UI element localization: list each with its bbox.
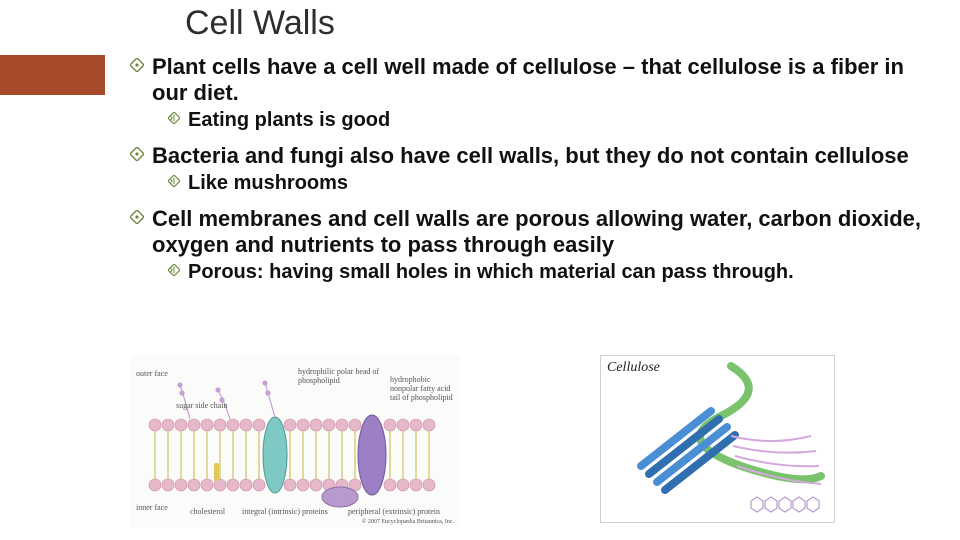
membrane-diagram: outer face inner face sugar side chain h… <box>130 355 460 527</box>
bullet-text: Plant cells have a cell well made of cel… <box>152 54 930 106</box>
label-chol: cholesterol <box>190 507 225 516</box>
image-row: outer face inner face sugar side chain h… <box>130 355 835 527</box>
bullet-level2: Porous: having small holes in which mate… <box>130 260 930 285</box>
diamond-bullet-icon <box>130 210 144 224</box>
label-outer-face: outer face <box>136 369 168 378</box>
diamond-bullet-icon <box>130 147 144 161</box>
diamond-bullet-icon <box>130 58 144 72</box>
diamond-bullet-icon <box>168 175 180 187</box>
label-inner-face: inner face <box>136 503 168 512</box>
bullet-text: Eating plants is good <box>188 108 390 133</box>
bullet-text: Bacteria and fungi also have cell walls,… <box>152 143 909 169</box>
bullet-level2: Like mushrooms <box>130 171 930 196</box>
cellulose-diagram: Cellulose <box>600 355 835 523</box>
label-copyright: © 2007 Encyclopædia Britannica, Inc. <box>362 519 454 525</box>
page-title: Cell Walls <box>185 4 335 43</box>
label-sugar: sugar side chain <box>176 401 228 410</box>
label-hyd-head: hydrophilic polar head of phospholipid <box>298 367 388 385</box>
bullet-level1: Plant cells have a cell well made of cel… <box>130 54 930 106</box>
cellulose-title: Cellulose <box>607 360 660 376</box>
accent-bar <box>0 55 105 95</box>
diamond-bullet-icon <box>168 112 180 124</box>
bullet-level1: Cell membranes and cell walls are porous… <box>130 206 930 258</box>
bullet-text: Porous: having small holes in which mate… <box>188 260 794 285</box>
label-integral: integral (intrinsic) proteins <box>242 507 328 516</box>
bullet-text: Like mushrooms <box>188 171 348 196</box>
label-peripheral: peripheral (extrinsic) protein <box>348 507 440 516</box>
bullet-text: Cell membranes and cell walls are porous… <box>152 206 930 258</box>
bullet-level1: Bacteria and fungi also have cell walls,… <box>130 143 930 169</box>
diamond-bullet-icon <box>168 264 180 276</box>
slide-content: Plant cells have a cell well made of cel… <box>130 54 930 287</box>
cellulose-svg <box>601 356 836 524</box>
label-hyd-tail: hydrophobic nonpolar fatty acid tail of … <box>390 375 458 402</box>
bullet-level2: Eating plants is good <box>130 108 930 133</box>
